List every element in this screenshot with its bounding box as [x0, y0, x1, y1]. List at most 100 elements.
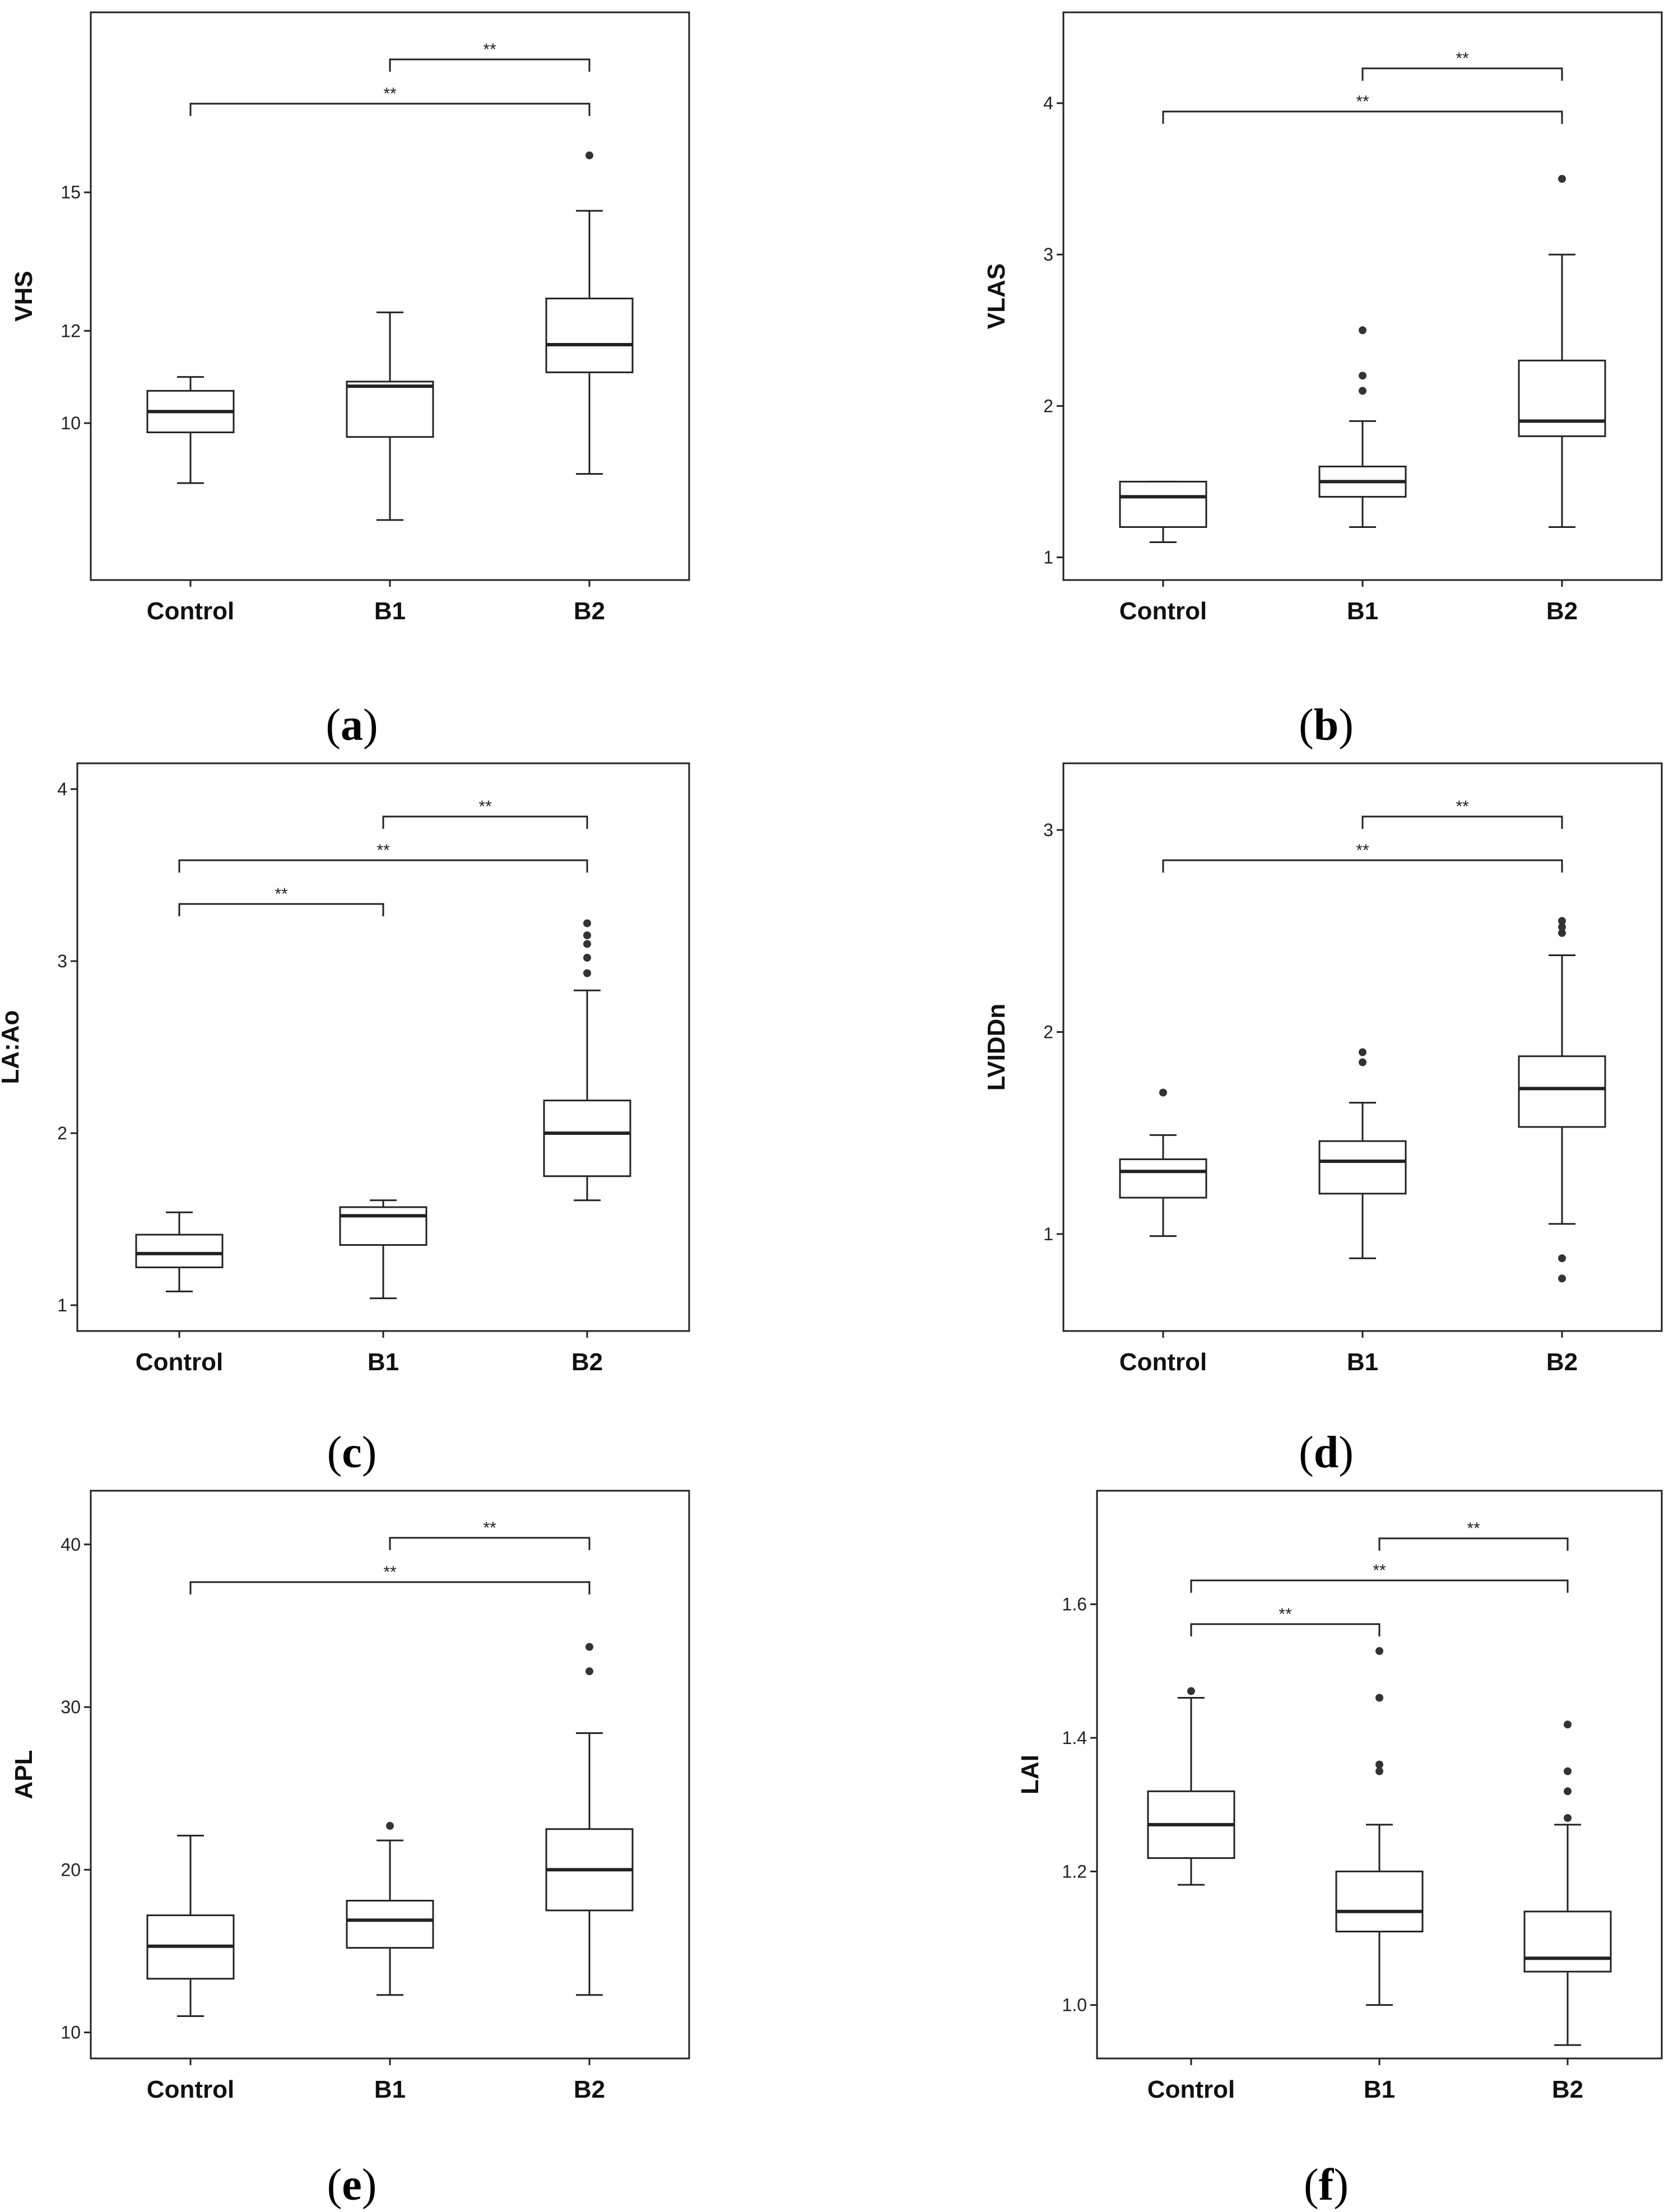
panel-label-e-open: ( — [327, 2160, 342, 2210]
box-iqr — [346, 381, 434, 438]
x-tick-label-d-0: Control — [1119, 1348, 1207, 1376]
bracket-line — [1162, 110, 1563, 124]
box-iqr — [135, 1233, 224, 1268]
outlier-point — [1564, 1721, 1572, 1729]
y-axis-label-b: VLAS — [983, 263, 1010, 329]
panel-label-f: (f) — [1304, 2160, 1349, 2210]
panel-label-e-letter: e — [342, 2160, 362, 2210]
panel-d: 1 2 3 LVIDDn Control B1 B2 ** ** — [983, 762, 1663, 1376]
outlier-point — [1564, 1767, 1572, 1775]
box-iqr — [1335, 1870, 1424, 1933]
x-tick-label-d-1: B1 — [1347, 1348, 1378, 1376]
outlier-point — [583, 919, 591, 928]
box-iqr — [1518, 359, 1606, 437]
y-tick-label-b-2: 3 — [1043, 244, 1053, 265]
x-tick-label-c-0: Control — [136, 1348, 223, 1376]
y-tick-label-a-0: 10 — [61, 413, 81, 433]
panel-label-b-open: ( — [1299, 701, 1314, 750]
significance-bracket-e-1: ** — [389, 1519, 591, 1550]
y-tick-label-e-0: 10 — [61, 2023, 81, 2043]
significance-label: ** — [1467, 1519, 1480, 1538]
x-tick-label-a-2: B2 — [574, 597, 605, 625]
panel-label-d-open: ( — [1299, 1428, 1314, 1477]
panel-label-a-letter: a — [341, 701, 363, 750]
box-c-b1 — [339, 1199, 427, 1300]
significance-bracket-f-1: ** — [1190, 1561, 1569, 1593]
significance-bracket-d-0: ** — [1162, 841, 1563, 873]
significance-label: ** — [376, 841, 390, 860]
outlier-point — [1558, 175, 1566, 183]
significance-label: ** — [275, 885, 288, 903]
bracket-line — [382, 815, 588, 829]
panel-label-a: (a) — [326, 701, 378, 750]
panel-label-c-letter: c — [342, 1428, 362, 1477]
box-iqr — [339, 1206, 427, 1246]
box-d-control — [1119, 1088, 1207, 1237]
y-tick-label-e-3: 40 — [61, 1534, 81, 1555]
y-axis-label-f: LAI — [1016, 1755, 1044, 1794]
outlier-point — [1187, 1687, 1195, 1695]
y-tick-label-d-2: 3 — [1043, 820, 1053, 840]
bracket-line — [178, 903, 384, 916]
box-a-b1 — [346, 311, 434, 521]
significance-label: ** — [478, 797, 492, 816]
y-tick-label-f-3: 1.6 — [1062, 1594, 1087, 1615]
box-f-b1 — [1335, 1647, 1424, 2006]
y-tick-label-e-2: 30 — [61, 1697, 81, 1717]
bracket-line — [178, 859, 588, 873]
panel-label-f-open: ( — [1304, 2160, 1319, 2210]
outlier-point — [1564, 1814, 1572, 1822]
significance-label: ** — [483, 40, 496, 59]
box-iqr — [1318, 1140, 1407, 1195]
x-tick-label-f-0: Control — [1147, 2076, 1235, 2103]
y-tick-label-b-0: 1 — [1043, 547, 1053, 567]
outlier-point — [1375, 1767, 1383, 1775]
significance-label: ** — [1373, 1561, 1386, 1580]
significance-bracket-c-2: ** — [382, 797, 588, 829]
bracket-line — [1378, 1537, 1569, 1551]
outlier-point — [1375, 1760, 1383, 1769]
box-iqr — [1523, 1910, 1612, 1973]
x-tick-label-e-0: Control — [147, 2076, 234, 2103]
significance-bracket-e-0: ** — [189, 1563, 591, 1594]
outlier-point — [585, 1667, 593, 1676]
panel-label-c-open: ( — [327, 1428, 342, 1477]
box-a-control — [146, 376, 235, 484]
y-tick-label-b-1: 2 — [1043, 396, 1053, 416]
y-tick-label-d-0: 1 — [1043, 1224, 1053, 1244]
panel-label-a-close: ) — [363, 701, 378, 750]
box-e-b1 — [346, 1821, 434, 1996]
significance-label: ** — [1356, 92, 1369, 111]
box-e-b2 — [545, 1643, 634, 1996]
bracket-line — [189, 103, 591, 116]
panel-f: 1.0 1.2 1.4 1.6 LAI Control B1 B2 ** ** ** — [1016, 1490, 1663, 2103]
significance-bracket-b-0: ** — [1162, 92, 1563, 124]
y-axis-label-c: LA:Ao — [0, 1010, 24, 1084]
box-b-b1 — [1318, 326, 1407, 528]
outlier-point — [1558, 917, 1566, 925]
y-tick-label-f-1: 1.2 — [1062, 1861, 1087, 1881]
y-tick-label-f-2: 1.4 — [1062, 1728, 1087, 1748]
panel-label-f-close: ) — [1333, 2160, 1349, 2210]
bracket-line — [1190, 1579, 1569, 1593]
significance-bracket-b-1: ** — [1361, 49, 1563, 81]
panel-label-d: (d) — [1299, 1428, 1354, 1477]
panel-label-c-close: ) — [362, 1428, 377, 1477]
bracket-line — [1190, 1623, 1380, 1636]
box-f-control — [1147, 1687, 1235, 1886]
outlier-point — [1558, 1254, 1566, 1263]
box-iqr — [545, 298, 634, 373]
panel-label-c: (c) — [327, 1428, 377, 1477]
y-tick-label-c-2: 3 — [57, 951, 67, 971]
outlier-point — [1558, 929, 1566, 937]
bracket-line — [389, 1537, 591, 1550]
y-tick-label-c-3: 4 — [57, 779, 67, 799]
x-tick-label-e-1: B1 — [374, 2076, 406, 2103]
significance-label: ** — [483, 1519, 496, 1537]
outlier-point — [583, 940, 591, 948]
bracket-line — [1361, 815, 1563, 829]
outlier-point — [1359, 387, 1366, 395]
outlier-point — [583, 931, 591, 939]
box-b-b2 — [1518, 175, 1606, 528]
